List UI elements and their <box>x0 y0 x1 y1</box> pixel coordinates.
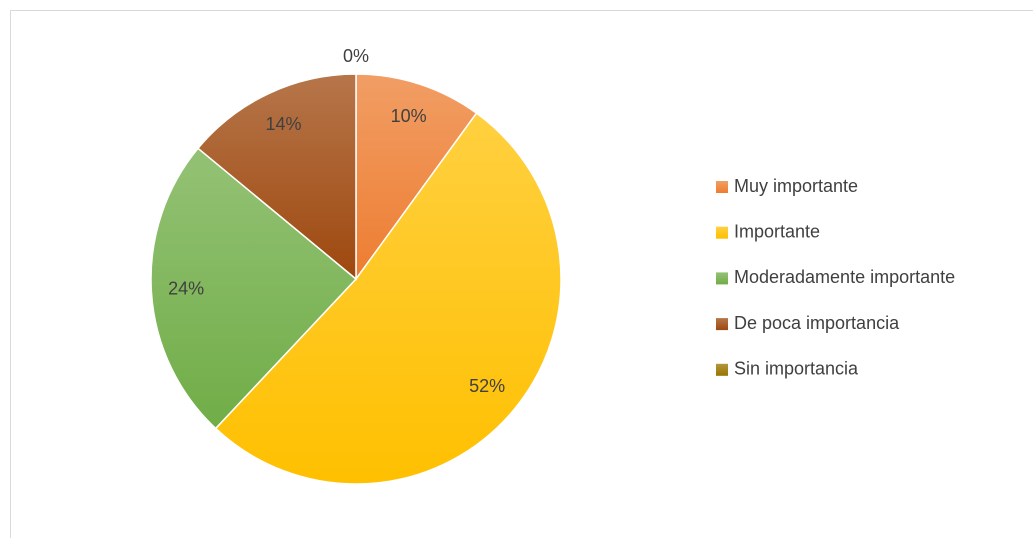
legend-swatch <box>716 272 728 284</box>
legend-label: Muy importante <box>734 176 858 196</box>
legend-label: Sin importancia <box>734 359 859 379</box>
legend-label: De poca importancia <box>734 313 900 333</box>
legend-swatch <box>716 181 728 193</box>
data-label: 0% <box>343 46 369 66</box>
legend-swatch <box>716 364 728 376</box>
data-label: 14% <box>266 114 302 134</box>
data-label: 24% <box>168 278 204 298</box>
legend-swatch <box>716 227 728 239</box>
data-label: 52% <box>469 376 505 396</box>
legend-label: Importante <box>734 221 820 241</box>
data-label: 10% <box>391 106 427 126</box>
legend-swatch <box>716 318 728 330</box>
legend-label: Moderadamente importante <box>734 267 955 287</box>
